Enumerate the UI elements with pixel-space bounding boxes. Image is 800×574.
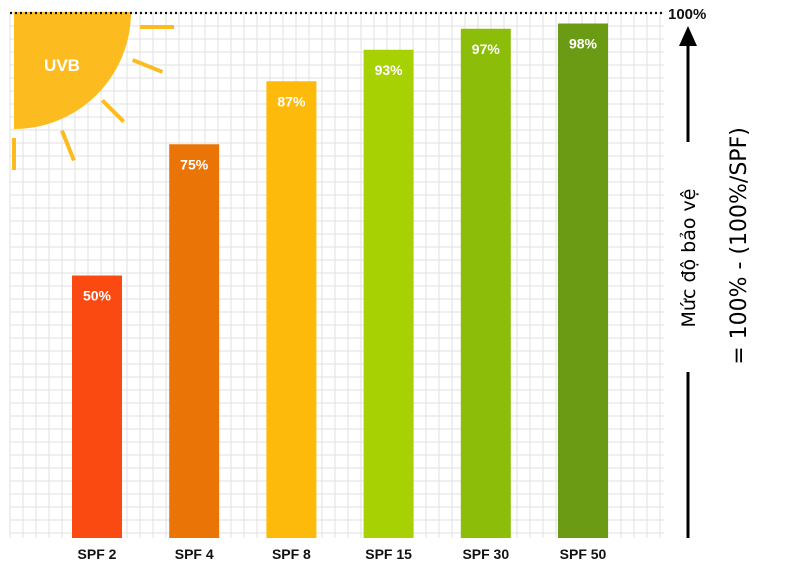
ylabel-line1: Mức độ bảo vệ: [678, 189, 700, 328]
bar-value-label: 87%: [277, 93, 306, 109]
uvb-label: UVB: [44, 56, 80, 75]
arrow-head-icon: [679, 26, 697, 46]
x-tick-label: SPF 15: [365, 546, 412, 562]
x-tick-label: SPF 8: [272, 546, 311, 562]
bar: [558, 23, 608, 538]
x-tick-label: SPF 2: [78, 546, 117, 562]
x-axis-ticks: SPF 2 SPF 4 SPF 8 SPF 15 SPF 30 SPF 50: [78, 546, 607, 562]
axis-arrow: [679, 26, 697, 538]
sun-icon: UVB: [12, 12, 174, 170]
sun-rays: [12, 25, 174, 170]
x-tick-label: SPF 4: [175, 546, 214, 562]
bar-value-label: 75%: [180, 156, 209, 172]
bar: [169, 144, 220, 538]
x-tick-label: SPF 30: [462, 546, 509, 562]
sun-ray: [60, 129, 76, 162]
sun-body: [14, 12, 131, 129]
max-reference-label: 100%: [668, 6, 706, 23]
bar-value-label: 50%: [83, 288, 112, 304]
sun-ray: [100, 98, 126, 124]
bars: 50% 75% 87% 93% 97% 98%: [72, 23, 608, 538]
bar: [363, 49, 414, 538]
bar: [460, 28, 511, 538]
bar-value-label: 97%: [472, 41, 501, 57]
bar: [72, 275, 122, 538]
ylabel-line2: = 100% - (100%/SPF): [727, 127, 752, 365]
bar-value-label: 98%: [569, 36, 598, 52]
bar-value-label: 93%: [375, 62, 404, 78]
bar: [266, 81, 317, 538]
x-tick-label: SPF 50: [560, 546, 607, 562]
sun-ray: [131, 58, 164, 74]
